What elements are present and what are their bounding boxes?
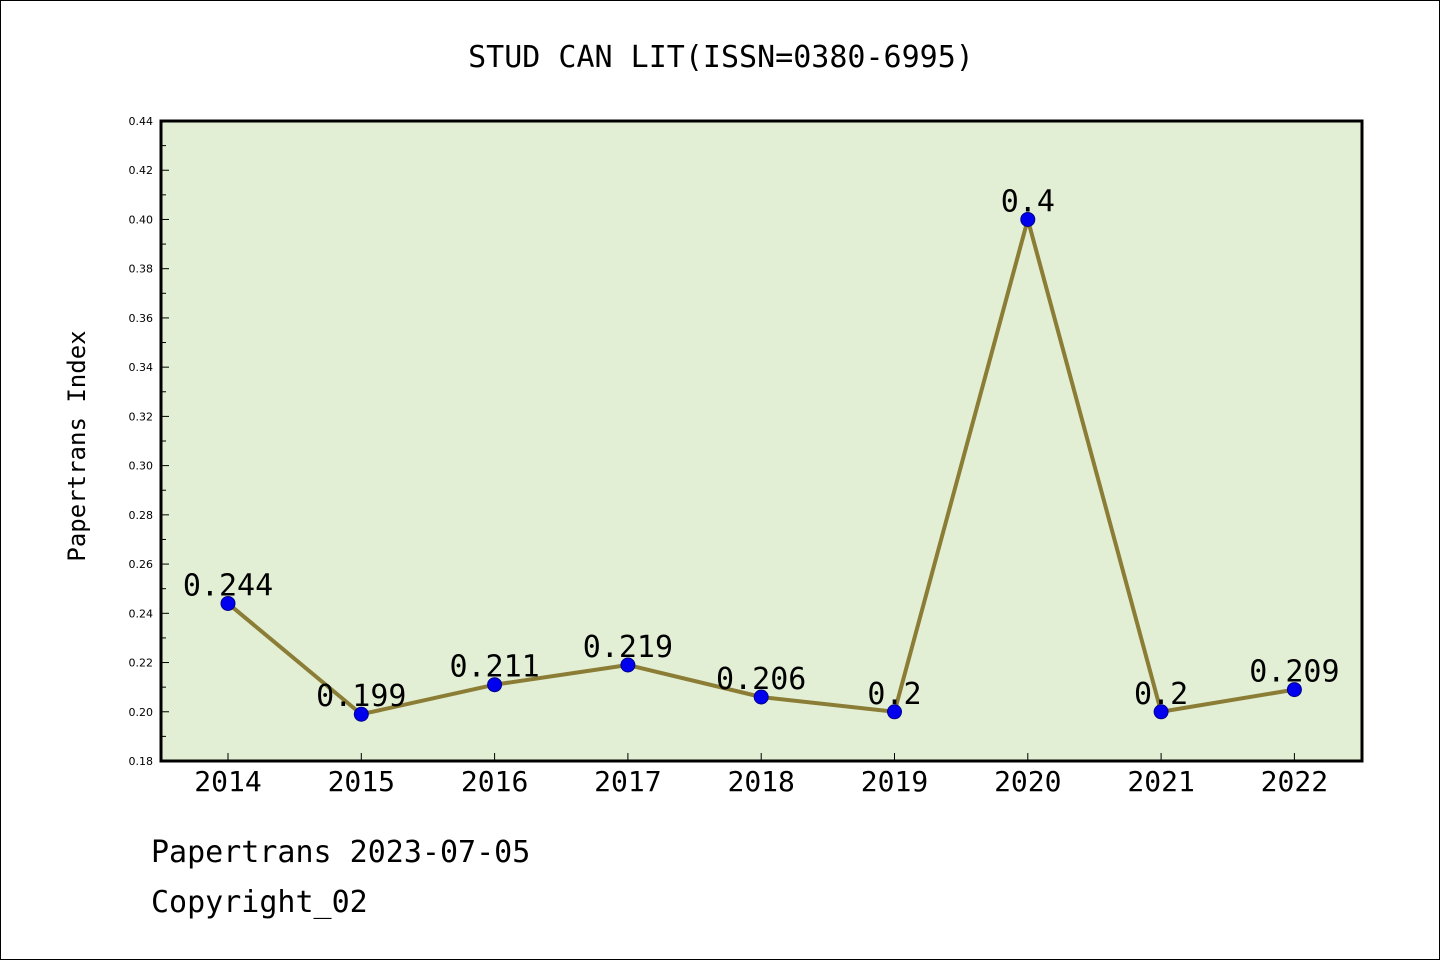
footer-copyright: Copyright_02 [151, 885, 368, 920]
y-tick-label: 0.30 [129, 460, 154, 473]
chart-title: STUD CAN LIT(ISSN=0380-6995) [468, 40, 974, 75]
x-tick-label: 2019 [861, 765, 928, 798]
x-tick-label: 2014 [194, 765, 261, 798]
plot-area [159, 119, 1364, 763]
y-tick-label: 0.36 [129, 312, 154, 325]
y-tick-label: 0.22 [129, 657, 154, 670]
data-point-marker [887, 704, 902, 720]
y-tick-label: 0.44 [129, 115, 154, 128]
y-tick-label: 0.42 [129, 164, 154, 177]
x-tick-label: 2021 [1127, 765, 1194, 798]
y-tick-label: 0.26 [129, 558, 154, 571]
y-tick-label: 0.18 [129, 755, 154, 768]
data-label: 0.2 [867, 677, 921, 712]
series-line-group [220, 211, 1302, 722]
data-labels: 0.244 0.199 0.211 0.219 0.206 0.2 0.4 0.2 0.209 [183, 184, 1340, 714]
x-tick-label: 2018 [727, 765, 794, 798]
footer-date: Papertrans 2023-07-05 [151, 835, 531, 870]
data-point-marker [353, 706, 369, 722]
data-label: 0.244 [183, 568, 273, 603]
data-label: 0.4 [1001, 184, 1055, 219]
data-point-marker [1286, 682, 1302, 698]
x-tick-label: 2016 [461, 765, 528, 798]
data-label: 0.2 [1134, 677, 1188, 712]
y-axis: 0.18 0.20 0.22 0.24 0.26 0.28 0.30 0.32 0.34 0.36… [129, 115, 169, 768]
data-point-marker [1020, 211, 1036, 227]
data-label: 0.199 [316, 679, 406, 714]
y-tick-label: 0.24 [129, 607, 154, 620]
data-label: 0.206 [716, 662, 806, 697]
x-tick-label: 2020 [994, 765, 1061, 798]
data-label: 0.211 [449, 650, 539, 685]
y-tick-label: 0.38 [129, 263, 154, 276]
x-tick-label: 2015 [328, 765, 395, 798]
data-point-marker [220, 595, 236, 611]
y-tick-label: 0.32 [129, 410, 154, 423]
y-tick-label: 0.40 [129, 213, 154, 226]
y-tick-label: 0.28 [129, 509, 154, 522]
y-axis-label: Papertrans Index [63, 330, 91, 561]
y-tick-label: 0.20 [129, 706, 154, 719]
y-tick-label: 0.34 [129, 361, 154, 374]
data-label: 0.209 [1249, 655, 1339, 690]
x-axis: 2014 2015 2016 2017 2018 2019 2020 2021 2022 [194, 753, 1328, 798]
x-tick-label: 2017 [594, 765, 661, 798]
data-point-marker [1153, 704, 1169, 720]
data-point-marker [487, 677, 503, 693]
data-point-marker [753, 689, 769, 705]
data-point-marker [620, 657, 636, 673]
data-label: 0.219 [583, 630, 673, 665]
x-tick-label: 2022 [1261, 765, 1328, 798]
